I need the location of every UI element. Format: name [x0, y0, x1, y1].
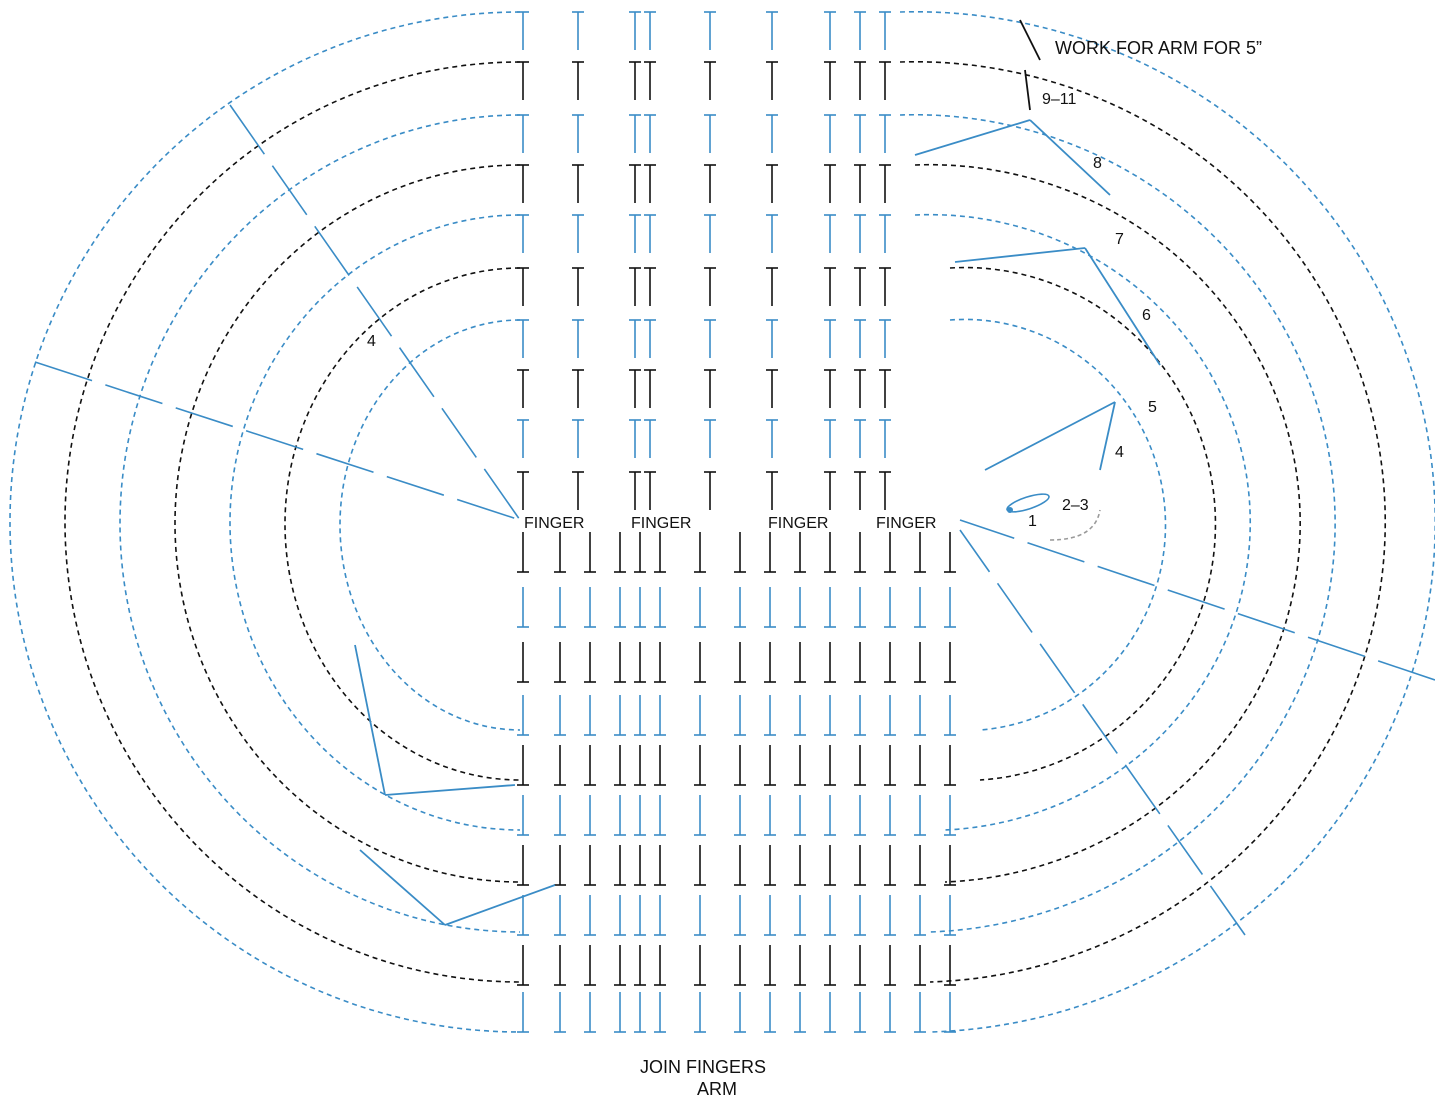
finger-label-2: FINGER	[631, 515, 691, 532]
round-ring-left	[174, 164, 521, 883]
round-number-4: 4	[1115, 444, 1124, 461]
round-ring-left	[64, 61, 521, 983]
join-fingers-note: JOIN FINGERS	[640, 1057, 766, 1077]
round-join-line	[954, 247, 1086, 263]
round-ring-left	[284, 267, 521, 781]
round-ring-right	[949, 318, 1167, 731]
round-ring-left	[229, 214, 521, 831]
radial-ray	[959, 529, 1246, 936]
round-join-line	[984, 401, 1116, 471]
round-number-8: 8	[1093, 155, 1102, 172]
round-number-4-left: 4	[367, 333, 376, 350]
round-ring-right	[899, 11, 1435, 1033]
round-number-7: 7	[1115, 231, 1124, 248]
round-ring-right	[899, 113, 1337, 933]
round-ring-right	[899, 60, 1387, 983]
round-ring-left	[119, 114, 521, 933]
round-rings	[9, 11, 1435, 1033]
round-join-line	[1099, 401, 1116, 471]
work-for-arm-note: WORK FOR ARM FOR 5”	[1055, 38, 1262, 58]
round-join-line	[914, 119, 1031, 156]
round-join-line	[384, 784, 516, 796]
arm-note: ARM	[697, 1079, 737, 1099]
start-loop-grey-join	[1049, 509, 1101, 541]
round-ring-right	[949, 266, 1217, 781]
stitch-columns	[517, 11, 956, 1033]
round-number-6: 6	[1142, 307, 1151, 324]
round-join-line	[354, 644, 386, 796]
round-ring-left	[9, 11, 521, 1033]
round-join-line	[444, 884, 556, 926]
finger-label-4: FINGER	[876, 515, 936, 532]
round-join-line	[1084, 247, 1161, 366]
radial-ray	[34, 361, 521, 521]
radial-stitch-lines	[34, 104, 1435, 936]
finger-label-3: FINGER	[768, 515, 828, 532]
start-loop-dot	[1007, 507, 1013, 513]
round-number-5: 5	[1148, 399, 1157, 416]
round-number-2-3: 2–3	[1062, 497, 1089, 514]
round-join-line	[359, 849, 446, 926]
round-ring-left	[339, 319, 521, 731]
round-number-1: 1	[1028, 513, 1037, 530]
round-ring-right	[914, 213, 1252, 831]
radial-ray	[959, 519, 1435, 681]
round-join-line	[1029, 119, 1111, 196]
start-loop	[1006, 493, 1101, 541]
round-join-line	[1019, 19, 1041, 61]
finger-label-1: FINGER	[524, 515, 584, 532]
round-ring-right	[914, 163, 1302, 883]
round-join-lines	[354, 19, 1161, 926]
round-number-9-11: 9–11	[1042, 91, 1077, 108]
round-join-line	[1024, 69, 1031, 111]
radial-ray	[229, 104, 521, 521]
